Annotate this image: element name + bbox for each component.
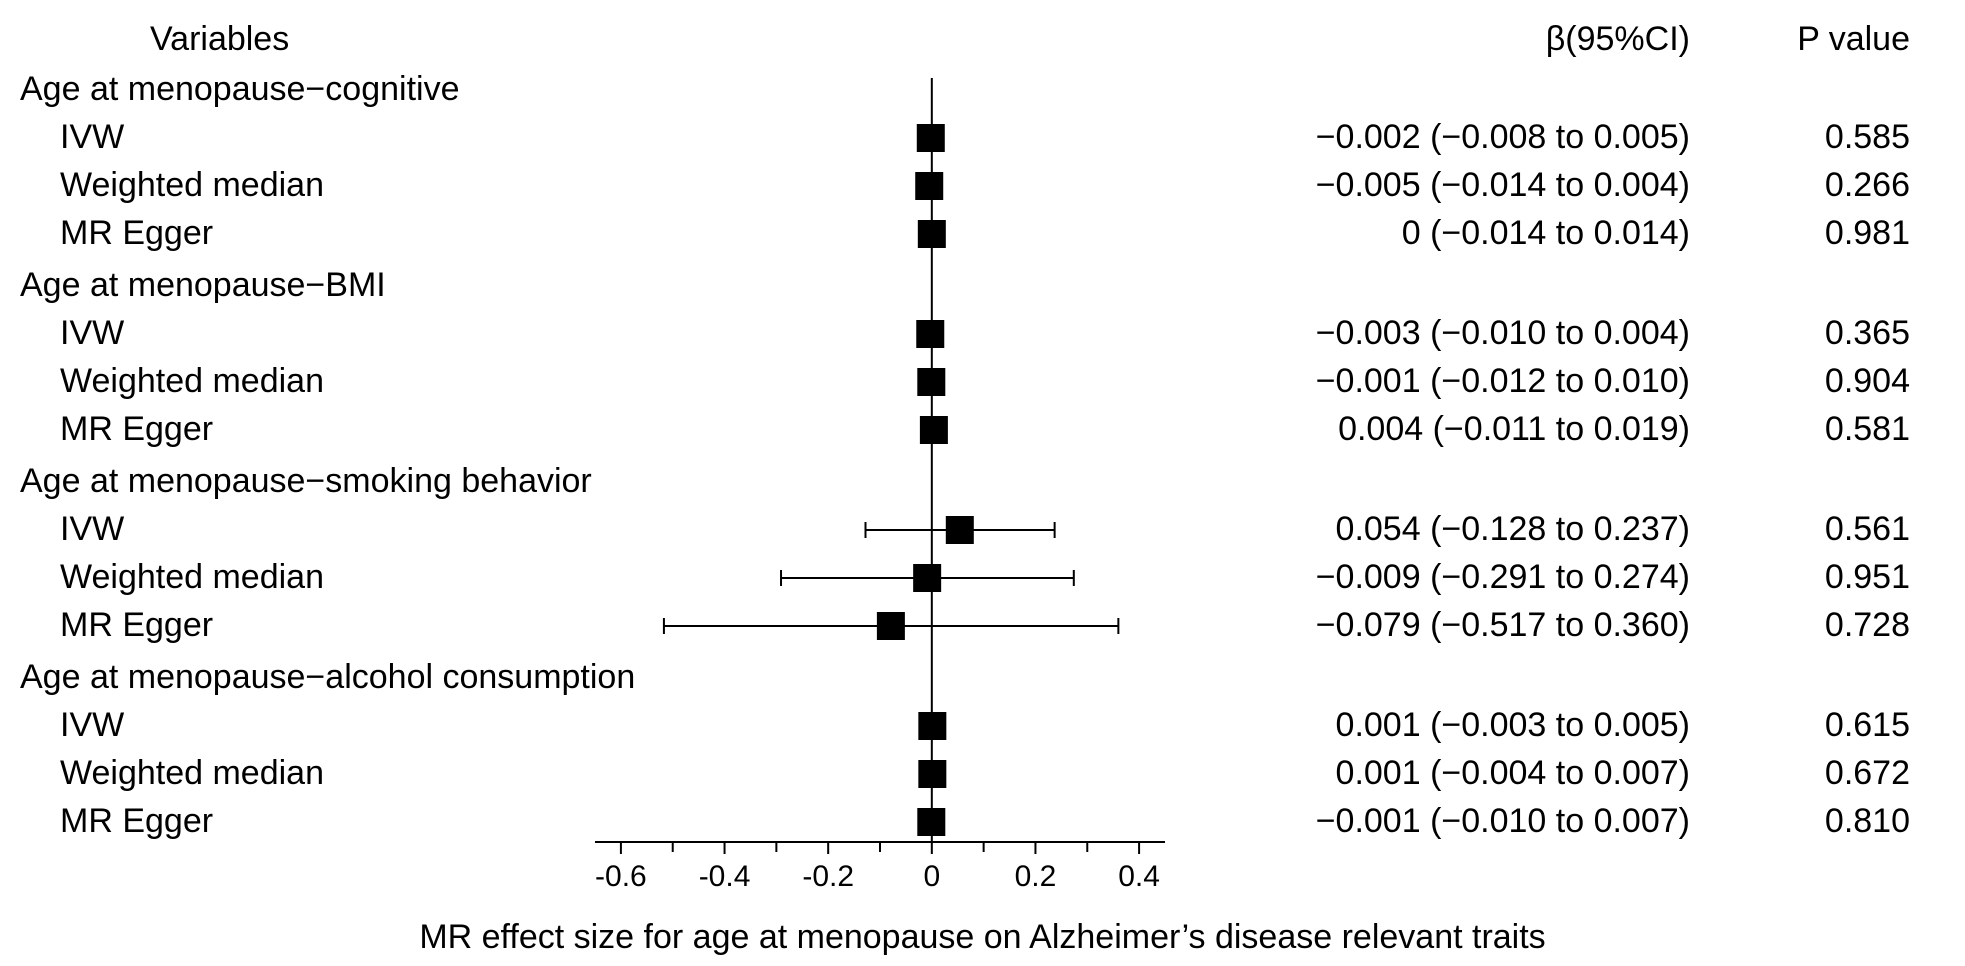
group-title: Age at menopause−BMI — [20, 266, 386, 304]
p-value-text: 0.266 — [1825, 166, 1910, 204]
point-estimate-marker — [917, 368, 945, 396]
p-value-text: 0.615 — [1825, 706, 1910, 744]
forest-plot-svg: Variables β(95%CI) P value -0.6 -0.4 -0.2 0 0.2… — [0, 0, 1965, 966]
p-value-text: 0.904 — [1825, 362, 1910, 400]
method-label: IVW — [60, 706, 124, 744]
method-label: MR Egger — [60, 802, 213, 840]
header-pvalue: P value — [1797, 20, 1910, 58]
point-estimate-marker — [917, 124, 945, 152]
point-estimate-marker — [913, 564, 941, 592]
point-estimate-marker — [915, 172, 943, 200]
p-value-text: 0.810 — [1825, 802, 1910, 840]
x-axis-tick-label: 0 — [923, 860, 940, 893]
figure-caption: MR effect size for age at menopause on A… — [419, 918, 1545, 956]
beta-ci-text: −0.001 (−0.012 to 0.010) — [1316, 362, 1690, 400]
point-estimate-marker — [946, 516, 974, 544]
p-value-text: 0.951 — [1825, 558, 1910, 596]
beta-ci-text: −0.079 (−0.517 to 0.360) — [1316, 606, 1690, 644]
method-label: Weighted median — [60, 754, 324, 792]
beta-ci-text: 0 (−0.014 to 0.014) — [1402, 214, 1690, 252]
point-estimate-marker — [920, 416, 948, 444]
method-label: Weighted median — [60, 166, 324, 204]
method-label: Weighted median — [60, 558, 324, 596]
header-variables: Variables — [150, 20, 289, 58]
point-estimate-marker — [917, 808, 945, 836]
point-estimate-marker — [918, 760, 946, 788]
p-value-text: 0.581 — [1825, 410, 1910, 448]
beta-ci-text: −0.001 (−0.010 to 0.007) — [1316, 802, 1690, 840]
point-estimate-marker — [916, 320, 944, 348]
beta-ci-text: 0.004 (−0.011 to 0.019) — [1338, 410, 1690, 448]
beta-ci-text: 0.054 (−0.128 to 0.237) — [1336, 510, 1690, 548]
beta-ci-text: −0.002 (−0.008 to 0.005) — [1316, 118, 1690, 156]
p-value-text: 0.585 — [1825, 118, 1910, 156]
group-title: Age at menopause−alcohol consumption — [20, 658, 635, 696]
method-label: IVW — [60, 118, 124, 156]
x-axis-tick-label: 0.4 — [1118, 860, 1160, 893]
x-axis-tick-label: -0.6 — [595, 860, 647, 893]
group-title: Age at menopause−smoking behavior — [20, 462, 592, 500]
beta-ci-text: 0.001 (−0.004 to 0.007) — [1336, 754, 1690, 792]
method-label: Weighted median — [60, 362, 324, 400]
beta-ci-text: −0.005 (−0.014 to 0.004) — [1316, 166, 1690, 204]
method-label: MR Egger — [60, 214, 213, 252]
p-value-text: 0.365 — [1825, 314, 1910, 352]
header-beta: β(95%CI) — [1546, 20, 1690, 58]
x-axis-tick-label: -0.4 — [699, 860, 751, 893]
beta-ci-text: 0.001 (−0.003 to 0.005) — [1336, 706, 1690, 744]
group-title: Age at menopause−cognitive — [20, 70, 459, 108]
method-label: MR Egger — [60, 606, 213, 644]
x-axis-tick-label: 0.2 — [1015, 860, 1057, 893]
p-value-text: 0.981 — [1825, 214, 1910, 252]
method-label: MR Egger — [60, 410, 213, 448]
p-value-text: 0.728 — [1825, 606, 1910, 644]
beta-ci-text: −0.009 (−0.291 to 0.274) — [1316, 558, 1690, 596]
p-value-text: 0.561 — [1825, 510, 1910, 548]
forest-plot: Variables β(95%CI) P value -0.6 -0.4 -0.2 0 0.2… — [0, 0, 1965, 966]
point-estimate-marker — [918, 220, 946, 248]
point-estimate-marker — [877, 612, 905, 640]
p-value-text: 0.672 — [1825, 754, 1910, 792]
method-label: IVW — [60, 314, 124, 352]
x-axis-tick-label: -0.2 — [802, 860, 854, 893]
method-label: IVW — [60, 510, 124, 548]
point-estimate-marker — [918, 712, 946, 740]
beta-ci-text: −0.003 (−0.010 to 0.004) — [1316, 314, 1690, 352]
